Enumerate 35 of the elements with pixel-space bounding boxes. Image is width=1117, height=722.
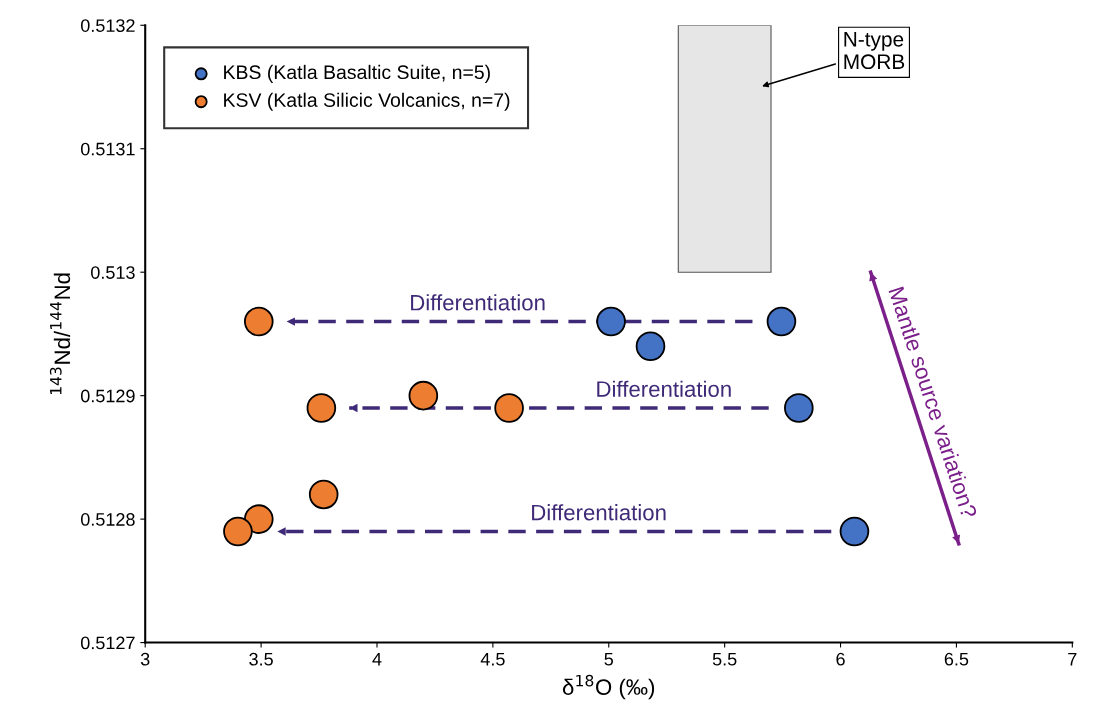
point (223, 516, 253, 547)
y-tick-label: 0.5128 (80, 513, 135, 526)
point (596, 306, 626, 337)
x-tick-label: 3.5 (249, 652, 273, 666)
annotation: Differentiation (532, 504, 666, 521)
y-tick-label: 0.5129 (80, 389, 135, 403)
y-tick-label: 0.5131 (80, 142, 135, 156)
point (494, 393, 524, 423)
y-tick-label: 0.513 (91, 266, 135, 279)
point (308, 479, 339, 510)
x-axis-title: δ$^{18}$O (‰) (562, 674, 655, 700)
x-tick-label: 4.5 (480, 652, 505, 666)
point (784, 393, 814, 423)
point (635, 331, 666, 362)
legend-label: KSV (Katla Silicic Volcanics, n=7) (224, 92, 510, 111)
x-tick-label: 6 (836, 652, 845, 666)
x-tick-label: 7 (1068, 652, 1077, 666)
annotation: Differentiation (411, 294, 545, 311)
point (766, 306, 797, 337)
legend-label: KBS (Katla Basaltic Suite, n=5) (224, 64, 490, 83)
point (839, 516, 870, 547)
point (243, 504, 274, 534)
y-axis-title: $^{143}$Nd/$^{144}$Nd (49, 273, 71, 395)
x-tick-label: 3 (140, 652, 150, 666)
point (408, 380, 439, 411)
x-tick-label: 5.5 (712, 652, 737, 666)
x-tick-label: 4 (372, 652, 382, 666)
y-tick-label: 0.5127 (80, 636, 135, 650)
x-tick-label: 6.5 (944, 652, 969, 666)
point (306, 393, 337, 423)
annotation: Differentiation (597, 380, 731, 397)
y-tick-label: 0.5132 (80, 19, 135, 32)
point (243, 306, 274, 337)
x-tick-label: 5 (604, 652, 614, 666)
annotation: N-type MORB (844, 32, 905, 70)
